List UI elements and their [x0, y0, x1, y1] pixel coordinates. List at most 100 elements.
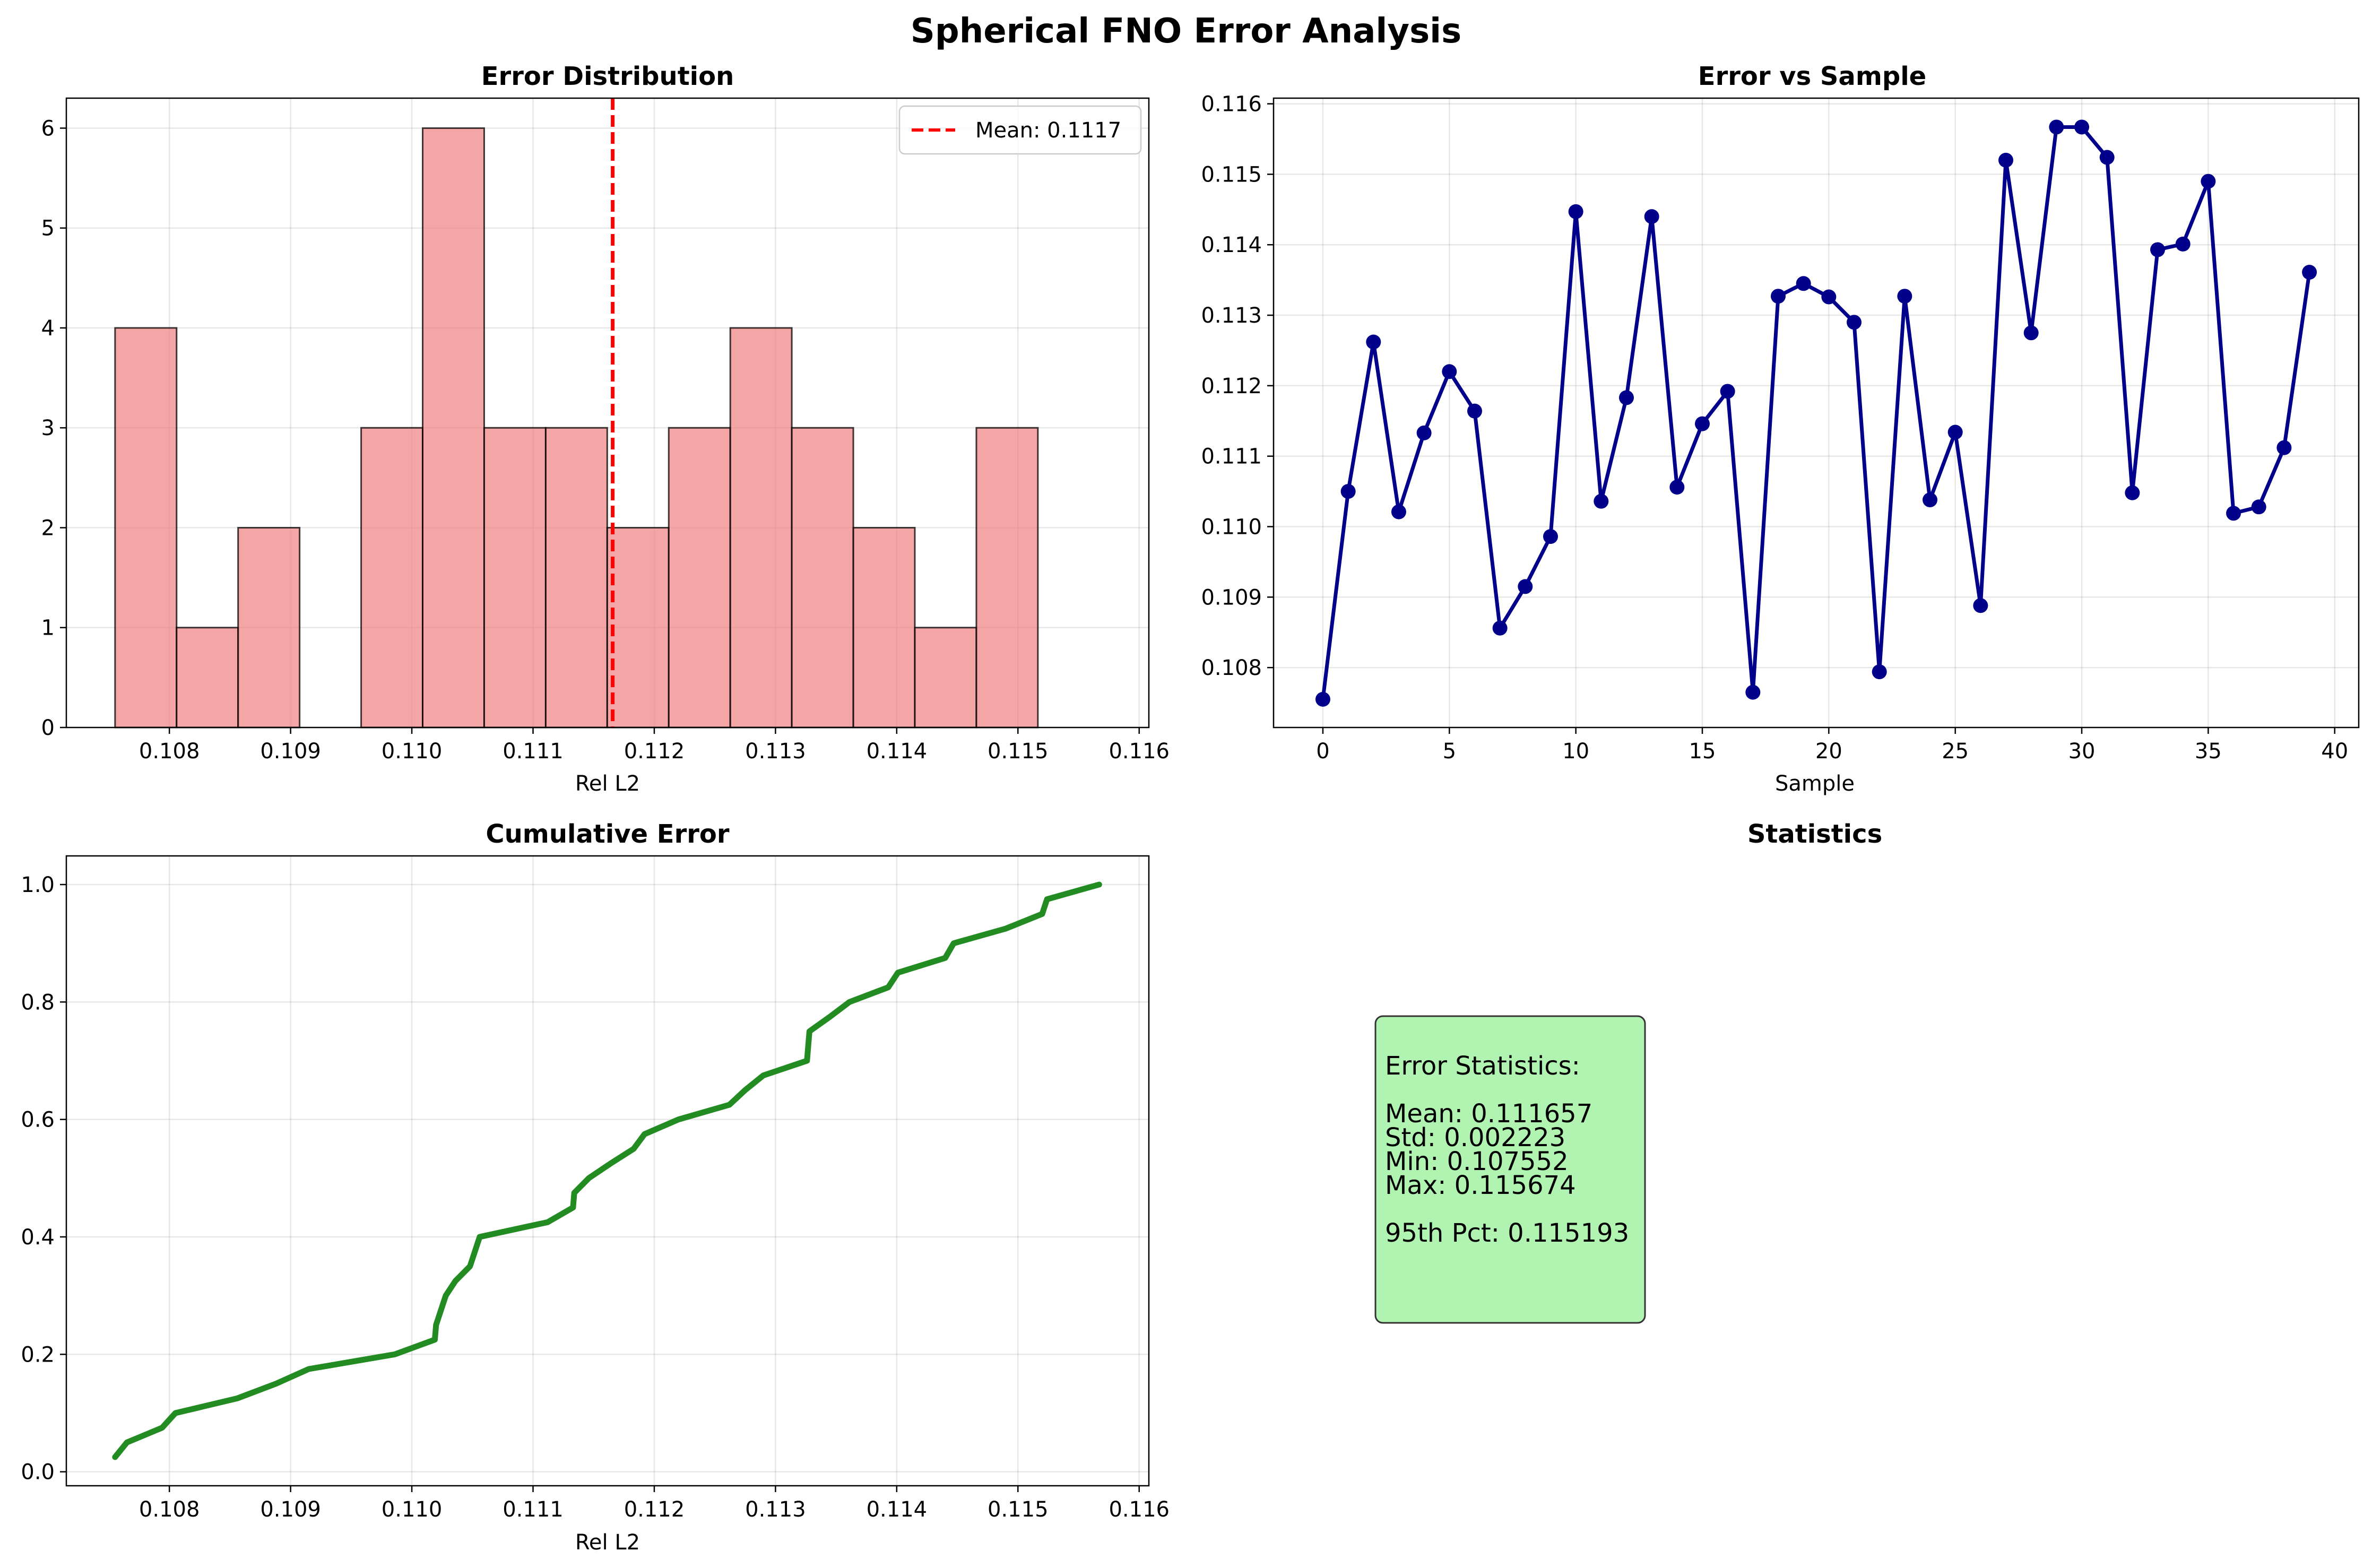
histogram-xtick-label: 0.112 — [624, 739, 685, 764]
line-ytick-label: 0.108 — [1201, 656, 1262, 680]
histogram-ytick-label: 4 — [41, 316, 55, 341]
line-grid — [1274, 98, 2359, 727]
line-ytick-label: 0.114 — [1201, 233, 1262, 257]
histogram-bar — [483, 427, 547, 729]
cumulative-xtick-label: 0.108 — [139, 1497, 200, 1522]
error-series-point — [1492, 620, 1508, 636]
line-ytick-label: 0.111 — [1201, 445, 1262, 469]
error-series-point — [1847, 315, 1862, 330]
histogram-bar — [852, 526, 916, 729]
error-series-point — [1872, 664, 1887, 680]
cumulative-xtick-label: 0.111 — [503, 1497, 564, 1522]
error-series-point — [1366, 334, 1381, 350]
line-xtick-label: 30 — [2068, 739, 2096, 764]
error-series-line — [1321, 125, 2312, 700]
histogram-bars — [114, 127, 1039, 729]
statistics-panel: Statistics Error Statistics: Mean: 0.1116… — [1374, 819, 1882, 1324]
cumulative-grid — [66, 856, 1149, 1486]
histogram-ytick-label: 2 — [41, 516, 55, 540]
histogram-xtick-label: 0.115 — [988, 739, 1049, 764]
histogram-bar — [975, 427, 1039, 729]
statistics-line: Error Statistics: — [1385, 1051, 1580, 1081]
error-vs-sample-panel: Error vs Sample 0 5 10 15 20 25 30 35 40 0.108 0.1… — [1201, 62, 2360, 796]
cumulative-line — [112, 881, 1102, 1460]
error-series-point — [1947, 425, 1963, 440]
line-series — [1315, 119, 2317, 707]
histogram-bar — [606, 526, 670, 729]
statistics-title: Statistics — [1747, 819, 1882, 849]
cumulative-xtick-label: 0.114 — [867, 1497, 928, 1522]
histogram-frame — [65, 97, 1150, 729]
error-series-point — [1340, 484, 1356, 499]
statistics-line: Std: 0.002223 — [1385, 1123, 1565, 1153]
histogram-bar — [422, 127, 485, 729]
histogram-ticks: 0.108 0.109 0.110 0.111 0.112 0.113 0.114 0.115… — [41, 116, 1170, 764]
cumulative-ytick-label: 0.4 — [21, 1225, 55, 1250]
cumulative-xtick-label: 0.113 — [745, 1497, 806, 1522]
error-series-point — [1467, 403, 1482, 419]
cumulative-ytick-label: 1.0 — [21, 873, 55, 897]
line-xtick-label: 0 — [1316, 739, 1329, 764]
error-series-point — [1315, 691, 1330, 707]
error-series-point — [1998, 152, 2014, 168]
line-xtick-label: 35 — [2195, 739, 2222, 764]
error-series-point — [2049, 119, 2064, 135]
line-ytick-label: 0.116 — [1201, 92, 1262, 117]
histogram-bar — [544, 427, 608, 729]
legend-box — [898, 105, 1142, 155]
histogram-xtick-label: 0.109 — [260, 739, 321, 764]
line-xtick-label: 40 — [2321, 739, 2348, 764]
line-ytick-label: 0.110 — [1201, 515, 1262, 539]
error-series-point — [1796, 276, 1811, 291]
error-series-point — [1973, 598, 1988, 613]
error-series-point — [1543, 529, 1558, 544]
error-series-point — [1568, 204, 1583, 219]
error-series-point — [1416, 425, 1432, 440]
error-series-point — [1821, 289, 1837, 305]
line-xtick-label: 25 — [1942, 739, 1969, 764]
cumulative-ytick-label: 0.2 — [21, 1342, 55, 1367]
error-series-point — [1518, 579, 1533, 594]
error-series-point — [1644, 209, 1659, 224]
line-ytick-label: 0.115 — [1201, 162, 1262, 187]
histogram-xtick-label: 0.116 — [1109, 739, 1170, 764]
histogram-ytick-label: 3 — [41, 416, 55, 440]
histogram-bar — [114, 327, 178, 729]
error-series-point — [2201, 174, 2216, 189]
line-ytick-label: 0.112 — [1201, 374, 1262, 399]
error-series-point — [2074, 119, 2090, 135]
error-distribution-title: Error Distribution — [481, 62, 734, 91]
line-xtick-label: 10 — [1562, 739, 1589, 764]
line-ytick-label: 0.109 — [1201, 585, 1262, 610]
line-ticks: 0 5 10 15 20 25 30 35 40 0.108 0.109 0.110 0.111 0.11… — [1201, 92, 2348, 764]
error-series-point — [2276, 440, 2292, 455]
cumulative-xtick-label: 0.112 — [624, 1497, 685, 1522]
histogram-bar — [914, 627, 977, 729]
cumulative-error-title: Cumulative Error — [486, 819, 729, 849]
error-distribution-panel: Error Distribution 0.108 0.109 0.110 0.111 0… — [41, 62, 1170, 796]
histogram-bar — [176, 627, 239, 729]
line-xtick-label: 20 — [1815, 739, 1842, 764]
histogram-ytick-label: 5 — [41, 216, 55, 241]
error-series-point — [1669, 480, 1685, 495]
line-frame — [1272, 97, 2360, 729]
histogram-xlabel: Rel L2 — [575, 772, 640, 796]
histogram-ytick-label: 0 — [41, 716, 55, 740]
error-series-point — [2251, 499, 2266, 515]
histogram-xtick-label: 0.110 — [382, 739, 443, 764]
histogram-ytick-label: 6 — [41, 116, 55, 141]
error-series-point — [2125, 485, 2140, 500]
histogram-xtick-label: 0.108 — [139, 739, 200, 764]
error-series-point — [1720, 384, 1735, 399]
cumulative-ticks: 0.108 0.109 0.110 0.111 0.112 0.113 0.114 0.115… — [21, 873, 1170, 1522]
statistics-line: Max: 0.115674 — [1385, 1171, 1576, 1200]
histogram-legend: Mean: 0.1117 — [898, 105, 1142, 155]
statistics-box — [1374, 1015, 1646, 1324]
error-series-point — [1897, 289, 1912, 304]
cumulative-ytick-label: 0.6 — [21, 1108, 55, 1132]
error-series-point — [1442, 364, 1457, 379]
cumulative-ytick-label: 0.0 — [21, 1460, 55, 1485]
error-series-point — [1391, 504, 1406, 519]
error-series-point — [1594, 493, 1609, 509]
figure-title: Spherical FNO Error Analysis — [911, 12, 1461, 51]
